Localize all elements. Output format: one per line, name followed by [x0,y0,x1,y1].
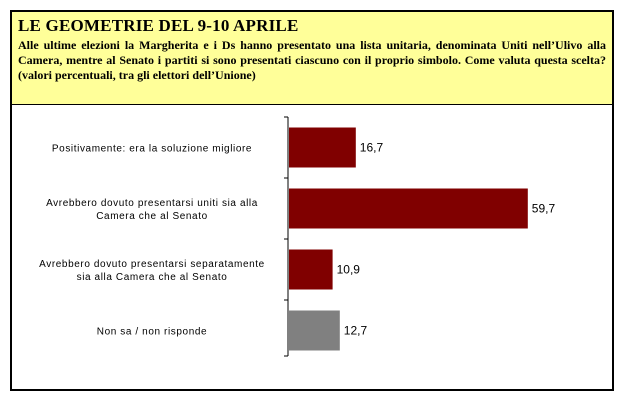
bar-3 [289,310,340,351]
data-label: 16,7 [360,141,384,155]
category-label: Positivamente: era la soluzione migliore [52,144,252,155]
chart-subtitle: Alle ultime elezioni la Margherita e i D… [18,38,606,82]
bar-chart: 16,7 Positivamente: era la soluzione migl… [39,116,556,357]
category-label: Avrebbero dovuto presentarsi separatamen… [39,259,265,283]
bar-0 [289,127,356,168]
data-label: 59,7 [532,202,556,216]
category-label: Non sa / non risponde [97,327,207,338]
data-label: 10,9 [337,263,361,277]
chart-header: LE GEOMETRIE DEL 9-10 APRILE Alle ultime… [12,12,612,105]
bar-1 [289,188,528,229]
chart-frame: LE GEOMETRIE DEL 9-10 APRILE Alle ultime… [10,10,614,391]
bar-2 [289,249,333,290]
category-label: Avrebbero dovuto presentarsi uniti sia a… [46,198,258,222]
data-label: 12,7 [344,324,368,338]
chart-title: LE GEOMETRIE DEL 9-10 APRILE [18,16,299,35]
